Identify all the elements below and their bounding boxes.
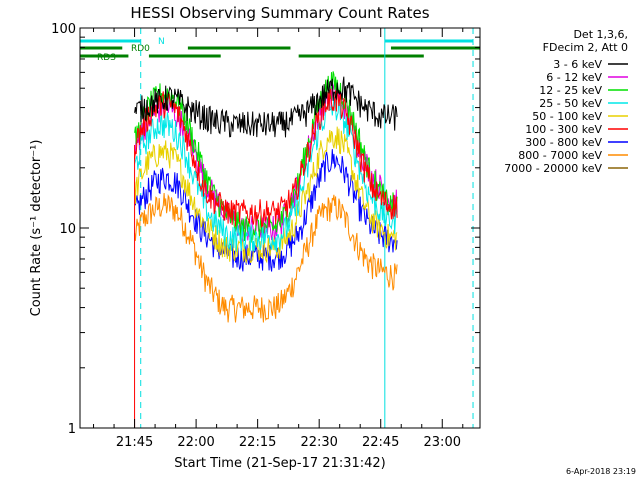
coverage-bars: N RD0 RDS <box>80 37 480 63</box>
series-line-100-300-kev <box>134 88 398 229</box>
legend-label-12-25-kev: 12 - 25 keV <box>539 84 602 97</box>
legend-label-7000-20000-kev: 7000 - 20000 keV <box>504 162 602 175</box>
series-line-25-50-kev <box>134 96 398 252</box>
series-line-300-800-kev <box>134 149 398 272</box>
coverage-label-n: N <box>158 37 165 47</box>
legend-label-6-12-kev: 6 - 12 keV <box>546 71 602 84</box>
x-tick-label: 22:00 <box>177 435 214 450</box>
legend-label-800-7000-kev: 800 - 7000 keV <box>518 149 602 162</box>
chart-title: HESSI Observing Summary Count Rates <box>130 4 429 22</box>
legend-label-300-800-kev: 300 - 800 keV <box>525 136 602 149</box>
x-tick-label: 22:45 <box>362 435 399 450</box>
series-line-800-7000-kev <box>134 192 398 323</box>
legend-header-line: Det 1,3,6, <box>573 28 628 41</box>
series-line-12-25-kev <box>134 71 398 243</box>
coverage-label-rd0: RD0 <box>131 44 150 54</box>
legend-header-line: FDecim 2, Att 0 <box>543 41 628 54</box>
generation-timestamp: 6-Apr-2018 23:19 <box>566 467 636 476</box>
x-tick-label: 22:15 <box>239 435 276 450</box>
x-axis-label: Start Time (21-Sep-17 21:31:42) <box>174 456 385 471</box>
x-tick-label: 21:45 <box>116 435 153 450</box>
y-tick-label: 10 <box>59 222 76 237</box>
series-line-3-6-kev <box>134 76 398 138</box>
y-axis-label: Count Rate (s⁻¹ detector⁻¹) <box>29 140 44 317</box>
coverage-label-rds: RDS <box>97 53 116 63</box>
axes: 21:45 22:00 22:15 22:30 22:45 23:00 1 10 100 <box>51 22 480 450</box>
series-line-50-100-kev <box>134 126 398 265</box>
x-tick-label: 22:30 <box>300 435 337 450</box>
legend-label-25-50-kev: 25 - 50 keV <box>539 97 602 110</box>
series-layer <box>134 71 398 428</box>
y-tick-label: 1 <box>68 422 76 437</box>
y-tick-label: 100 <box>51 22 76 37</box>
legend-label-3-6-kev: 3 - 6 keV <box>553 58 602 71</box>
legend-label-100-300-kev: 100 - 300 keV <box>525 123 602 136</box>
x-tick-label: 23:00 <box>424 435 461 450</box>
legend-label-50-100-kev: 50 - 100 keV <box>532 110 602 123</box>
